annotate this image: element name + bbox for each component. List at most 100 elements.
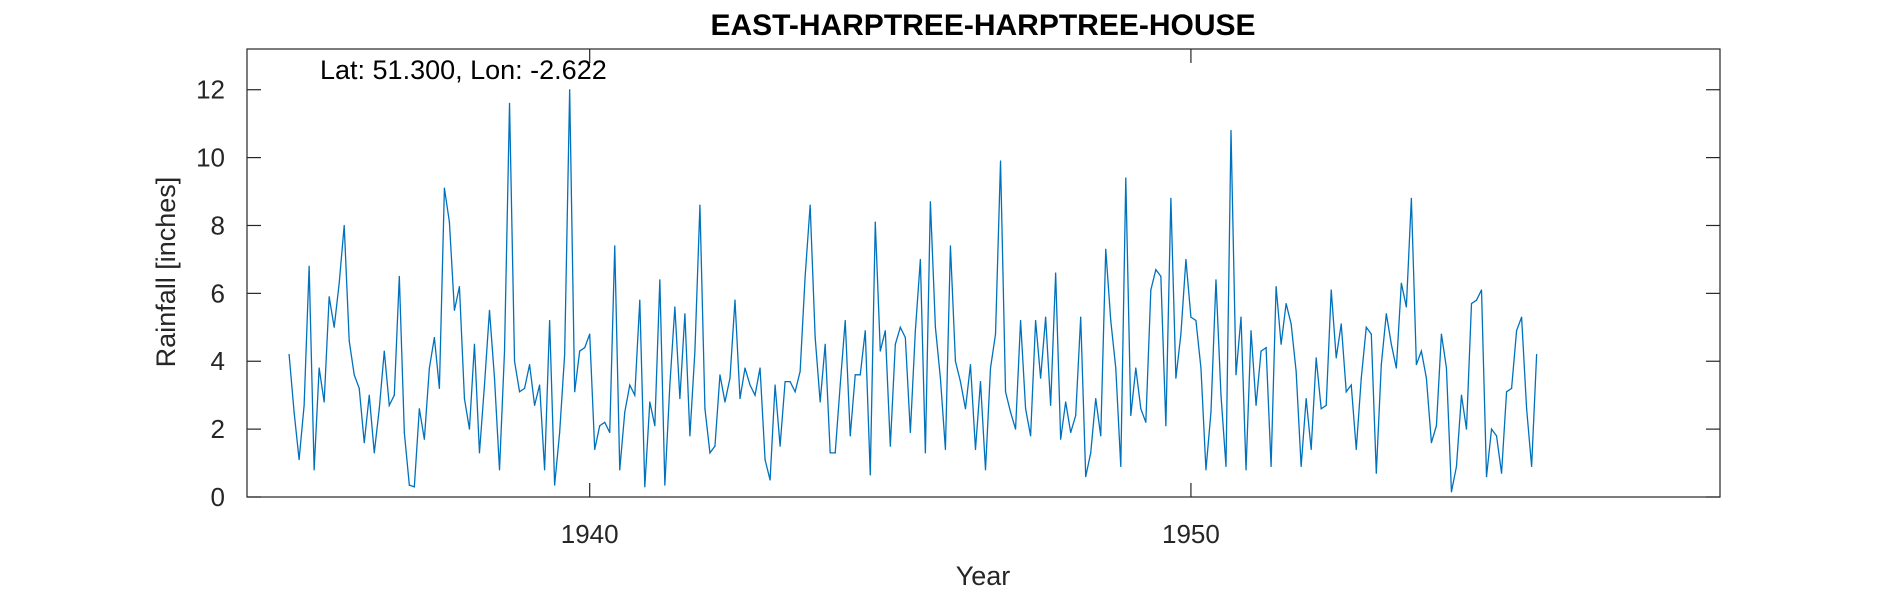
data-point [363,442,365,444]
data-point [448,221,451,223]
data-point [1415,364,1417,366]
data-point [1425,377,1427,379]
data-point [463,397,466,400]
data-point [844,319,846,322]
data-point [408,484,410,486]
data-point [944,448,947,451]
data-point [939,377,942,379]
data-point [734,299,736,301]
data-point [819,401,821,403]
data-point [1390,343,1392,345]
data-point [804,275,806,277]
data-point [308,265,310,267]
data-point [774,384,776,386]
y-axis-label: Rainfall [inches] [151,177,181,368]
data-point [1130,414,1132,417]
y-tick-label: 12 [196,75,225,105]
data-point [1536,353,1538,356]
data-point [468,428,471,430]
data-point [1235,374,1237,376]
data-point [604,421,606,423]
data-point [1085,476,1087,478]
data-point [1004,391,1007,393]
data-point [1370,333,1372,335]
data-point [1455,465,1458,468]
data-point [508,102,511,104]
data-point [1155,269,1157,271]
data-point [453,309,456,311]
data-point [1515,330,1518,332]
data-point [644,486,646,488]
data-point [1055,272,1057,274]
data-point [1210,411,1212,413]
data-point [513,360,516,362]
y-tick-label: 4 [211,346,225,376]
data-point [403,431,405,434]
data-point [1250,330,1252,332]
data-point [1014,428,1017,430]
data-point [984,469,987,471]
data-point [634,394,636,396]
y-tick-label: 2 [211,414,225,444]
data-point [1315,357,1317,359]
data-point [388,404,390,406]
data-point [1100,435,1102,437]
data-point [649,401,651,403]
data-point [909,431,911,434]
data-point [518,391,521,393]
data-point [564,353,566,356]
data-point [594,448,596,451]
data-point [1070,431,1072,434]
data-point [879,350,881,352]
data-point [1185,258,1187,261]
data-point [849,435,851,437]
data-point [1330,289,1332,291]
data-point [353,374,355,376]
data-point [1110,319,1112,322]
data-point [303,404,305,406]
data-point [1045,316,1047,318]
data-point [1470,302,1473,305]
data-point [298,459,300,461]
data-point [704,408,706,410]
data-point [954,360,957,362]
data-point [544,469,546,471]
data-point [1140,408,1142,410]
plot-area [246,48,1721,498]
data-point [834,452,836,454]
data-point [769,479,771,481]
data-point [889,445,891,447]
data-point [994,333,997,335]
data-point [1290,323,1292,325]
data-point [358,387,360,389]
data-point [1395,367,1397,369]
data-point [1050,404,1052,406]
chart-title: EAST-HARPTREE-HARPTREE-HOUSE [710,9,1255,42]
data-point [669,384,671,386]
data-point [874,221,876,223]
data-point [1024,408,1027,410]
data-point [864,330,866,332]
data-point [378,408,380,410]
data-point [1120,465,1122,468]
data-point [503,350,506,352]
data-point [1215,279,1217,281]
data-point [368,394,370,396]
data-point [1205,469,1207,471]
data-point [1225,465,1227,468]
data-point [709,452,711,454]
data-point [1305,397,1307,400]
data-point [433,336,435,339]
data-point [1385,313,1387,315]
data-point [483,384,486,386]
data-point [398,275,400,277]
data-point [1375,472,1377,474]
data-point [1195,319,1197,322]
data-point [1480,289,1483,291]
data-points [288,89,1538,493]
data-point [839,384,841,386]
data-point [574,391,576,393]
data-point [869,474,871,476]
data-point [1345,391,1347,393]
data-point [624,411,626,413]
